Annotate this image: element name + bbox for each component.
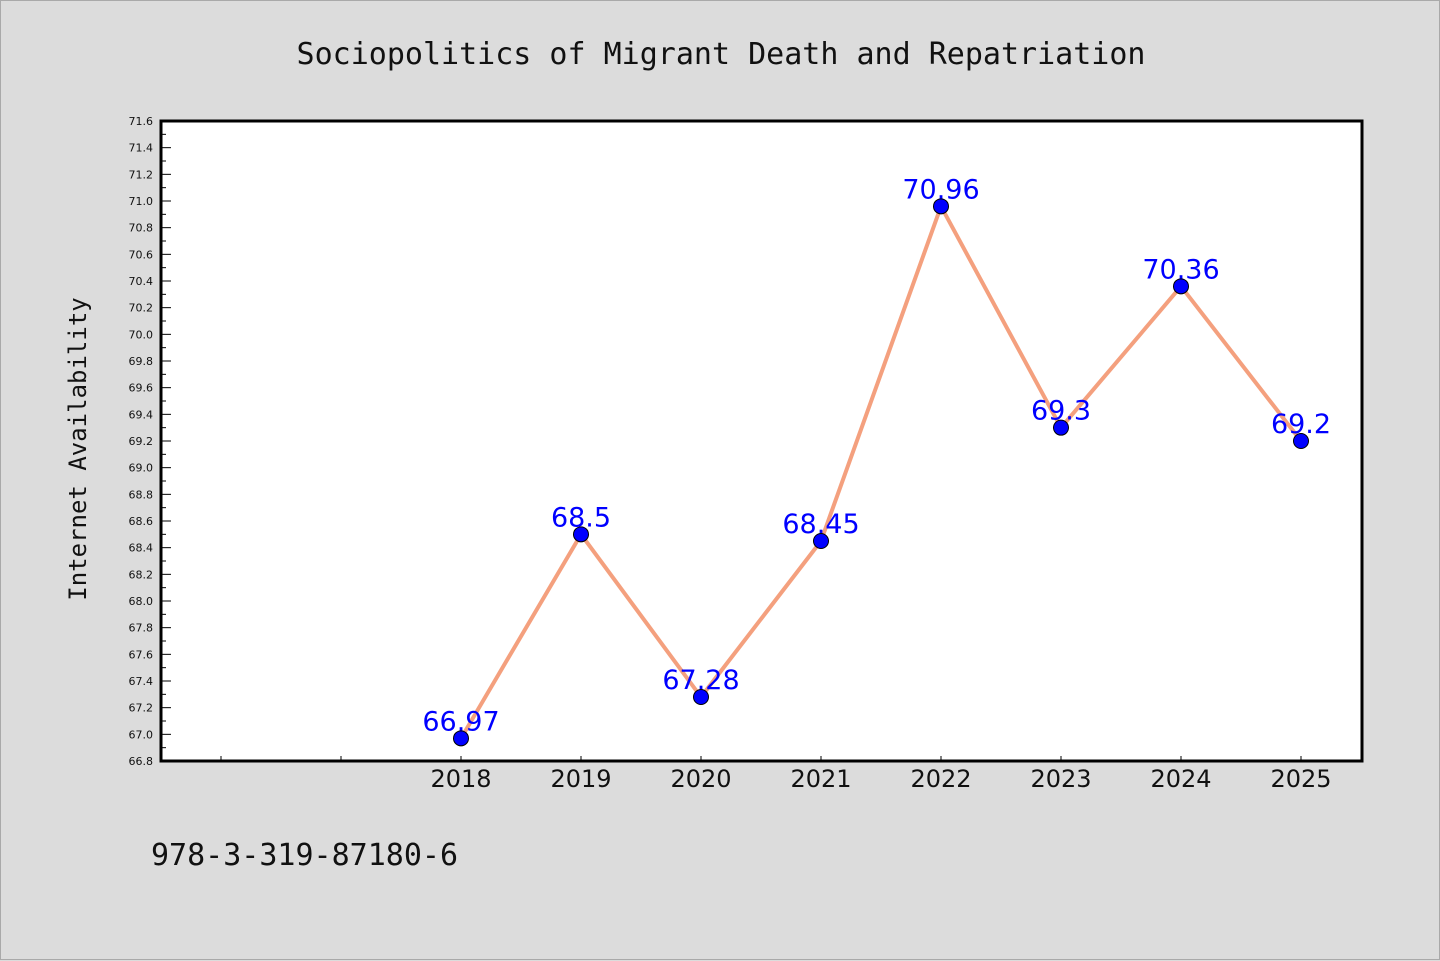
data-label: 66.97 xyxy=(422,706,499,737)
data-label: 68.45 xyxy=(782,509,859,540)
data-label: 68.5 xyxy=(551,502,611,533)
y-tick-label: 70.4 xyxy=(129,275,154,288)
y-tick-label: 68.8 xyxy=(129,488,154,501)
data-point xyxy=(693,689,709,705)
x-tick-label: 2024 xyxy=(1150,765,1211,793)
series-group: 66.97 68.5 67.28 68.45 70.96 69.3 70.36 69.2 xyxy=(422,174,1331,747)
data-point xyxy=(813,533,829,549)
y-tick-label: 69.8 xyxy=(129,355,154,368)
x-tick-label: 2023 xyxy=(1030,765,1091,793)
x-tick-label: 2025 xyxy=(1270,765,1331,793)
data-point xyxy=(573,526,589,543)
y-tick-label: 67.8 xyxy=(129,622,154,635)
y-tick-label: 68.0 xyxy=(129,595,154,608)
y-tick-label: 67.0 xyxy=(129,728,154,741)
y-tick-label: 71.0 xyxy=(129,195,154,208)
x-tick-label: 2019 xyxy=(550,765,611,793)
x-tick-label: 2021 xyxy=(790,765,851,793)
isbn-text: 978-3-319-87180-6 xyxy=(151,838,458,873)
y-tick-label: 70.2 xyxy=(129,302,154,315)
y-tick-label: 67.4 xyxy=(129,675,154,688)
plot-area xyxy=(159,119,1364,763)
series-line xyxy=(459,204,1303,740)
y-tick-label: 69.0 xyxy=(129,462,154,475)
y-axis-label: Internet Availability xyxy=(64,297,92,600)
y-tick-label: 68.4 xyxy=(129,542,154,555)
y-tick-label: 69.4 xyxy=(129,408,154,421)
y-tick-label: 69.2 xyxy=(129,435,154,448)
x-tick-label: 2020 xyxy=(670,765,731,793)
y-tick-label: 67.6 xyxy=(129,648,154,661)
y-tick-label: 70.6 xyxy=(129,248,154,261)
y-tick-label: 71.4 xyxy=(129,142,154,155)
y-tick-label: 70.8 xyxy=(129,222,154,235)
y-tick-label: 67.2 xyxy=(129,702,154,715)
data-point xyxy=(453,730,469,747)
chart-title: Sociopolitics of Migrant Death and Repat… xyxy=(297,37,1146,72)
data-label: 69.2 xyxy=(1271,409,1331,440)
data-point xyxy=(933,198,949,215)
data-point xyxy=(1173,278,1189,295)
y-tick-label: 68.2 xyxy=(129,568,154,581)
data-label: 67.28 xyxy=(662,665,739,696)
x-tick-label: 2018 xyxy=(430,765,491,793)
y-tick-label: 66.8 xyxy=(129,755,154,768)
x-tick-label: 2022 xyxy=(910,765,971,793)
y-tick-label: 71.2 xyxy=(129,168,154,181)
data-label: 70.96 xyxy=(902,174,979,205)
y-tick-label: 69.6 xyxy=(129,382,154,395)
x-axis-ticks: 2018 2019 2020 2021 2022 2023 2024 2025 xyxy=(220,756,1332,793)
data-label: 69.3 xyxy=(1031,396,1091,427)
data-label: 70.36 xyxy=(1142,254,1219,285)
y-axis-ticks: 66.8 67.0 67.2 67.4 67.6 67.8 68.0 68.2 68.4 68.6… xyxy=(129,115,171,768)
y-tick-label: 71.6 xyxy=(129,115,154,128)
data-point xyxy=(1053,419,1069,436)
y-tick-label: 68.6 xyxy=(129,515,154,528)
data-point xyxy=(1293,433,1309,449)
y-tick-label: 70.0 xyxy=(129,328,154,341)
